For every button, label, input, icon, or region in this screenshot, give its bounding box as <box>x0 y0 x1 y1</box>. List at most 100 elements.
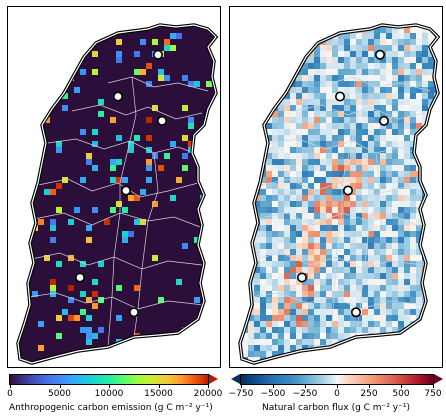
grid-cell <box>380 255 386 261</box>
grid-cell <box>410 207 416 213</box>
grid-cell <box>380 135 386 141</box>
grid-cell <box>314 129 320 135</box>
grid-cell <box>386 327 392 333</box>
grid-cell <box>434 201 438 207</box>
grid-cell <box>248 315 254 321</box>
grid-cell <box>320 69 326 75</box>
grid-cell <box>296 135 302 141</box>
grid-cell <box>380 93 386 99</box>
grid-cell <box>386 51 392 57</box>
grid-cell <box>290 231 296 237</box>
grid-cell <box>440 63 442 69</box>
grid-cell <box>332 87 338 93</box>
grid-cell <box>434 45 438 51</box>
grid-cell <box>296 45 302 51</box>
grid-cell <box>314 147 320 153</box>
grid-cell <box>398 303 404 309</box>
grid-cell <box>374 153 380 159</box>
grid-cell <box>308 189 314 195</box>
grid-cell <box>278 195 284 201</box>
grid-cell <box>296 279 302 285</box>
grid-cell <box>350 129 356 135</box>
grid-cell <box>254 249 260 255</box>
grid-cell <box>302 165 308 171</box>
grid-cell <box>362 183 368 189</box>
grid-cell <box>422 99 428 105</box>
grid-cell <box>362 279 368 285</box>
grid-cell <box>260 207 266 213</box>
grid-cell <box>404 81 410 87</box>
grid-cell <box>254 141 260 147</box>
grid-cell <box>392 147 398 153</box>
grid-cell <box>338 279 344 285</box>
grid-cell <box>240 279 242 285</box>
grid-cell <box>380 33 386 39</box>
grid-cell <box>350 249 356 255</box>
grid-cell <box>398 105 404 111</box>
grid-cell <box>380 207 386 213</box>
grid-cell <box>272 363 278 367</box>
site-marker <box>129 307 140 318</box>
grid-cell <box>380 183 386 189</box>
grid-cell <box>350 219 356 225</box>
grid-cell <box>266 57 272 63</box>
grid-cell <box>410 141 416 147</box>
grid-cell <box>356 201 362 207</box>
grid-cell <box>362 105 368 111</box>
grid-cell <box>356 285 362 291</box>
grid-cell <box>398 39 404 45</box>
grid-cell <box>338 291 344 297</box>
grid-cell <box>350 159 356 165</box>
grid-cell <box>320 363 326 367</box>
grid-cell <box>284 147 290 153</box>
grid-cell <box>302 321 308 327</box>
grid-cell <box>74 357 80 363</box>
grid-cell <box>374 243 380 249</box>
grid-cell <box>434 135 438 141</box>
grid-cell <box>240 231 242 237</box>
grid-cell <box>308 177 314 183</box>
grid-cell <box>242 291 248 297</box>
grid-cell <box>398 195 404 201</box>
grid-cell <box>440 327 442 333</box>
grid-cell <box>416 273 422 279</box>
grid-cell <box>392 123 398 129</box>
grid-cell <box>240 129 242 135</box>
grid-cell <box>380 291 386 297</box>
grid-cell <box>242 303 248 309</box>
grid-cell <box>386 93 392 99</box>
grid-cell <box>368 159 374 165</box>
grid-cell <box>434 105 438 111</box>
grid-cell <box>242 309 248 315</box>
grid-cell <box>278 207 284 213</box>
grid-cell <box>296 183 302 189</box>
grid-cell <box>428 279 434 285</box>
grid-cell <box>422 165 428 171</box>
grid-cell <box>98 261 104 267</box>
grid-cell <box>440 117 442 123</box>
grid-cell <box>344 261 350 267</box>
grid-cell <box>386 33 392 39</box>
grid-cell <box>242 165 248 171</box>
grid-cell <box>410 99 416 105</box>
grid-cell <box>92 303 98 309</box>
grid-cell <box>392 141 398 147</box>
grid-cell <box>374 321 380 327</box>
grid-cell <box>404 117 410 123</box>
grid-cell <box>26 147 32 153</box>
grid-cell <box>440 231 442 237</box>
anthropogenic-map <box>16 23 219 365</box>
grid-cell <box>362 267 368 273</box>
grid-cell <box>434 123 438 129</box>
grid-cell <box>326 213 332 219</box>
grid-cell <box>428 201 434 207</box>
grid-cell <box>284 213 290 219</box>
grid-cell <box>350 93 356 99</box>
colorbar-tick-label: 10000 <box>94 389 124 399</box>
grid-cell <box>440 255 442 261</box>
grid-cell <box>80 129 86 135</box>
grid-cell <box>356 63 362 69</box>
grid-cell <box>326 51 332 57</box>
grid-cell <box>356 243 362 249</box>
grid-cell <box>290 25 296 27</box>
